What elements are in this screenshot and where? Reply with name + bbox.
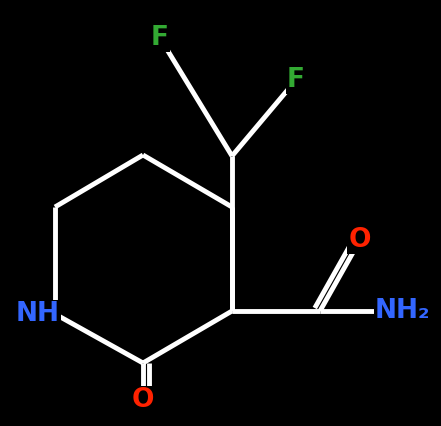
Text: NH: NH [16,301,60,327]
Text: O: O [349,227,371,253]
Text: F: F [287,67,305,93]
Text: O: O [132,387,154,413]
Text: F: F [151,25,169,51]
Text: NH₂: NH₂ [375,298,430,324]
